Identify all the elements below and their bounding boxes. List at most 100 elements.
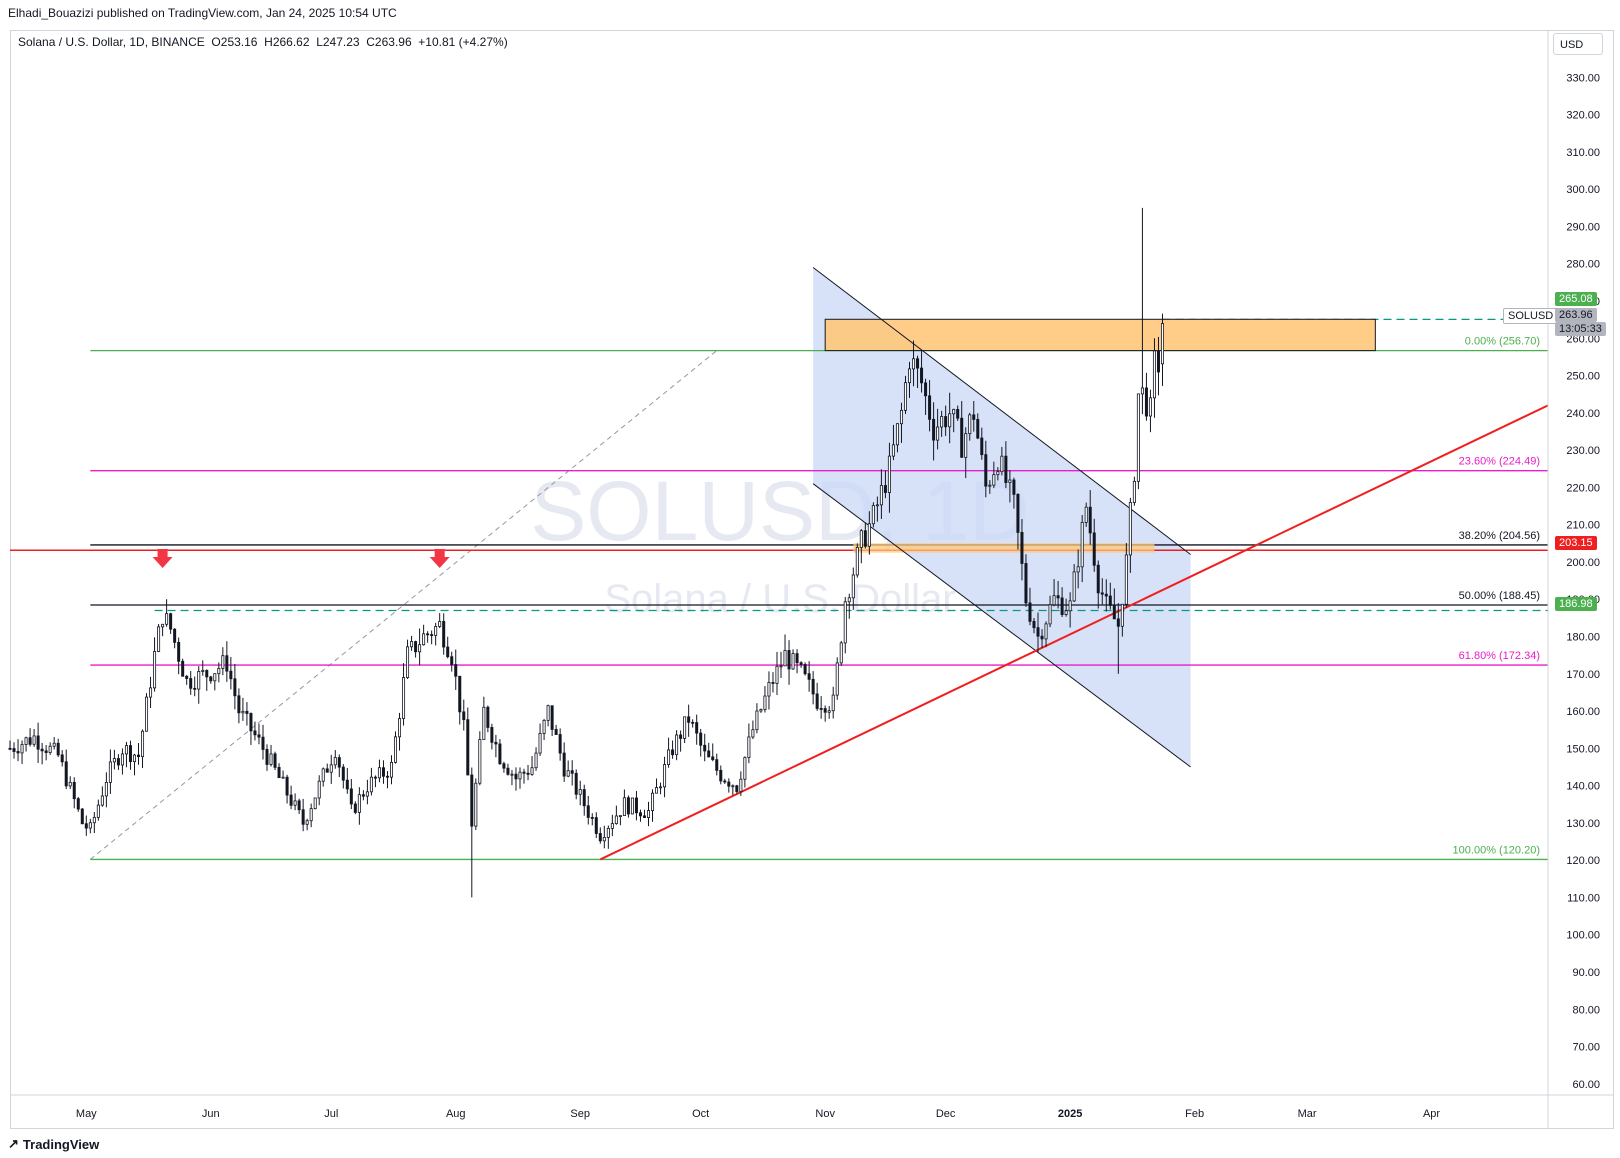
candle-body xyxy=(241,710,245,714)
candle xyxy=(1000,446,1004,476)
candle-body xyxy=(996,471,1000,476)
candle-body xyxy=(775,665,779,684)
candle-body xyxy=(566,770,570,777)
candle-body xyxy=(345,779,349,790)
candle xyxy=(634,790,638,821)
candle xyxy=(1008,470,1012,503)
candle xyxy=(426,631,430,643)
candle xyxy=(430,630,434,645)
candle-body xyxy=(831,694,835,712)
candle xyxy=(353,801,357,815)
candle-body xyxy=(735,785,739,792)
candle xyxy=(277,763,281,779)
candle-body xyxy=(414,641,418,653)
time-axis[interactable]: May Jun Jul Aug Sep Oct Nov Dec 2025 Feb Mar Apr xyxy=(10,1094,1614,1120)
candle-body xyxy=(8,747,12,750)
candle xyxy=(879,469,883,519)
candle xyxy=(124,741,128,768)
candle-body xyxy=(1160,323,1165,365)
candle xyxy=(104,772,108,808)
candle-body xyxy=(88,822,92,829)
candle-body xyxy=(642,815,646,818)
candle xyxy=(293,793,297,811)
candle-body xyxy=(1132,480,1136,503)
candle xyxy=(859,529,863,564)
candle-body xyxy=(1048,604,1052,625)
tradingview-logo[interactable]: ↗ TradingView xyxy=(8,1136,99,1152)
candle-body xyxy=(944,416,948,428)
candle xyxy=(871,502,875,528)
candle-body xyxy=(823,708,827,713)
candle-body xyxy=(703,744,707,752)
candle-body xyxy=(883,485,887,493)
candle xyxy=(952,408,956,433)
candle xyxy=(1052,579,1056,607)
candle xyxy=(446,636,450,659)
candle-body xyxy=(1072,571,1076,602)
currency-button[interactable]: USD xyxy=(1553,33,1603,55)
candle xyxy=(96,799,100,821)
candle xyxy=(807,661,811,692)
candle xyxy=(827,706,831,719)
candle xyxy=(602,825,606,849)
candle xyxy=(181,658,185,677)
candle-body xyxy=(221,655,225,669)
candle xyxy=(883,470,887,499)
candle xyxy=(1152,338,1156,418)
candle xyxy=(88,818,92,834)
candle xyxy=(373,775,377,788)
candle-body xyxy=(799,662,803,665)
candle-body xyxy=(161,623,165,628)
time-tick-label: Jul xyxy=(324,1108,338,1120)
candle xyxy=(510,770,514,786)
candle xyxy=(522,768,526,784)
candle xyxy=(16,739,20,762)
candle xyxy=(410,635,414,651)
candle-body xyxy=(60,754,64,763)
candle-body xyxy=(32,735,36,745)
candle xyxy=(442,613,446,655)
candle-body xyxy=(1148,397,1152,417)
candle-body xyxy=(1076,566,1080,573)
candle-body xyxy=(622,797,626,817)
candle-body xyxy=(434,626,438,636)
candle xyxy=(899,402,903,443)
candle-body xyxy=(353,803,357,813)
candle-body xyxy=(313,797,317,810)
price-tick-label: 160.00 xyxy=(1566,706,1600,718)
candle xyxy=(707,742,711,758)
candle xyxy=(763,686,767,713)
legend-open-value: 253.16 xyxy=(220,35,258,49)
candle xyxy=(675,730,679,761)
candle-body xyxy=(365,791,369,797)
candle xyxy=(136,743,141,765)
candle-body xyxy=(912,358,916,370)
candle xyxy=(606,825,610,849)
candle-body xyxy=(630,797,634,815)
candle-body xyxy=(586,805,590,818)
candle xyxy=(28,728,32,747)
price-axis[interactable]: 330.00320.00310.00300.00290.00280.00270.… xyxy=(1547,30,1600,1129)
candle-body xyxy=(1144,387,1148,417)
candle xyxy=(1080,514,1084,583)
chart-overlays: 0.00% (256.70) 23.60% (224.49) 38.20% (204… xyxy=(152,336,1540,856)
candle xyxy=(542,718,546,741)
candle-body xyxy=(478,739,482,784)
candle-body xyxy=(277,766,281,779)
candle-body xyxy=(141,730,145,758)
legend-close-value: 263.96 xyxy=(374,35,412,49)
candle-body xyxy=(1092,532,1096,566)
candle xyxy=(594,812,598,839)
candle xyxy=(887,442,891,513)
candle-body xyxy=(100,795,104,806)
candle xyxy=(964,427,968,479)
candle xyxy=(1160,313,1165,386)
candle xyxy=(80,807,84,825)
candle-body xyxy=(257,734,261,738)
candle xyxy=(924,378,928,415)
candle-body xyxy=(458,675,462,713)
candle xyxy=(663,756,667,798)
candle xyxy=(944,405,948,436)
candle xyxy=(1088,490,1092,545)
